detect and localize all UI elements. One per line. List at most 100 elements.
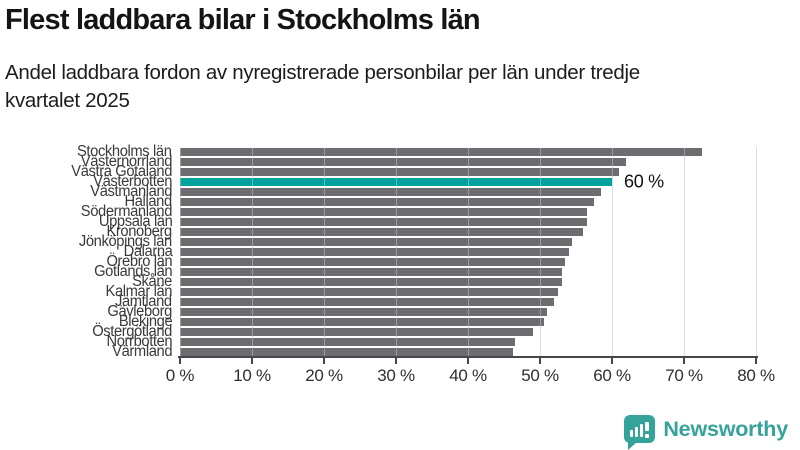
- x-axis-tickmark: [683, 358, 685, 364]
- subtitle-line-2: kvartalet 2025: [5, 89, 130, 112]
- y-axis-label: Västra Götaland: [71, 163, 172, 180]
- bar-row: [180, 187, 756, 197]
- x-axis-tickmark: [251, 358, 253, 364]
- y-axis-label: Östergötland: [92, 323, 172, 340]
- bar-row: [180, 257, 756, 267]
- gridline: [612, 147, 613, 356]
- y-axis-labels: Stockholms län Västernorrland Västra Götal…: [0, 143, 173, 360]
- page-title: Flest laddbara bilar i Stockholms län: [5, 4, 481, 36]
- bar: [180, 298, 555, 306]
- bar: [180, 198, 594, 206]
- bar: [180, 348, 514, 356]
- x-axis-tick-label: 40 %: [449, 366, 487, 385]
- bar: [180, 328, 533, 336]
- bar: [180, 148, 702, 156]
- y-axis-label: Jönköpings län: [79, 233, 172, 250]
- bar-row: [180, 327, 756, 337]
- bar-row: [180, 347, 756, 357]
- bar-row: [180, 167, 756, 177]
- y-axis-label: Västmanland: [90, 183, 172, 200]
- bar-row: [180, 147, 756, 157]
- bar-row: [180, 287, 756, 297]
- bar-row: [180, 307, 756, 317]
- bar: [180, 238, 573, 246]
- gridline: [756, 147, 757, 356]
- x-axis-tick-label: 0 %: [165, 366, 195, 385]
- bar-row: [180, 267, 756, 277]
- bar-row: [180, 217, 756, 227]
- bar: [180, 228, 584, 236]
- y-axis-label: Jämtland: [115, 293, 172, 310]
- x-axis-line: [178, 356, 758, 358]
- x-axis-tickmark: [323, 358, 325, 364]
- gridline: [540, 147, 541, 356]
- bar: [180, 218, 587, 226]
- bar-row: [180, 157, 756, 167]
- x-axis-tick-label: 30 %: [377, 366, 415, 385]
- bar: [180, 288, 558, 296]
- x-axis-tickmark: [179, 358, 181, 364]
- y-axis-label: Örebro län: [106, 253, 172, 270]
- bar: [180, 268, 562, 276]
- x-axis-tickmark: [755, 358, 757, 364]
- x-axis-tick-label: 20 %: [305, 366, 343, 385]
- y-axis-label: Dalarna: [123, 243, 172, 260]
- x-axis-tick-label: 10 %: [233, 366, 271, 385]
- x-axis-tick-label: 50 %: [521, 366, 559, 385]
- y-axis-label: Kronoberg: [106, 223, 173, 240]
- bar: [180, 338, 515, 346]
- bar-row: [180, 237, 756, 247]
- bar: [180, 158, 627, 166]
- gridline: [180, 147, 181, 356]
- bar-row: [180, 317, 756, 327]
- bar: [180, 258, 566, 266]
- bar-row: [180, 227, 756, 237]
- x-axis-tickmark: [467, 358, 469, 364]
- y-axis-label: Värmland: [112, 343, 172, 360]
- subtitle-line-1: Andel laddbara fordon av nyregistrerade …: [5, 61, 640, 84]
- y-axis-label: Södermanland: [80, 203, 173, 220]
- y-axis-label: Gotlands län: [93, 263, 173, 280]
- bar: [180, 318, 544, 326]
- y-axis-label: Blekinge: [118, 313, 173, 330]
- y-axis-label: Norrbotten: [106, 333, 172, 350]
- bar-row: [180, 197, 756, 207]
- x-axis-tickmark: [611, 358, 613, 364]
- x-axis-tickmark: [539, 358, 541, 364]
- y-axis-label: Västerbotten: [93, 173, 172, 190]
- x-axis-tick-label: 60 %: [593, 366, 631, 385]
- bar-chart-plot: [180, 147, 757, 357]
- gridline: [684, 147, 685, 356]
- y-axis-label: Kalmar län: [105, 283, 172, 300]
- gridline: [252, 147, 253, 356]
- gridline: [396, 147, 397, 356]
- bar-row: [180, 207, 756, 217]
- y-axis-label: Stockholms län: [77, 143, 172, 160]
- x-axis-tick-label: 70 %: [665, 366, 703, 385]
- x-axis-tick-label: 80 %: [737, 366, 775, 385]
- y-axis-label: Uppsala län: [98, 213, 172, 230]
- highlight-value-label: 60 %: [624, 171, 664, 192]
- bar: [180, 248, 569, 256]
- bar-row: [180, 297, 756, 307]
- bar: [180, 168, 620, 176]
- bar: [180, 308, 548, 316]
- bar: [180, 278, 562, 286]
- y-axis-label: Västernorrland: [80, 153, 173, 170]
- brand-name: Newsworthy: [663, 416, 788, 441]
- brand-logo: Newsworthy: [624, 415, 788, 450]
- y-axis-label: Skåne: [132, 273, 172, 290]
- chart-subtitle: Andel laddbara fordon av nyregistrerade …: [5, 59, 797, 115]
- speech-bubble-tail: [628, 442, 638, 450]
- gridline: [324, 147, 325, 356]
- y-axis-label: Gävleborg: [107, 303, 172, 320]
- bar: [180, 188, 602, 196]
- bar-row: [180, 247, 756, 257]
- bar: [180, 208, 587, 216]
- bar-row: [180, 337, 756, 347]
- bar-row: [180, 277, 756, 287]
- x-axis-tickmark: [395, 358, 397, 364]
- gridline: [468, 147, 469, 356]
- bar-chart-speech-bubble-icon: [624, 415, 656, 450]
- y-axis-label: Halland: [124, 193, 173, 210]
